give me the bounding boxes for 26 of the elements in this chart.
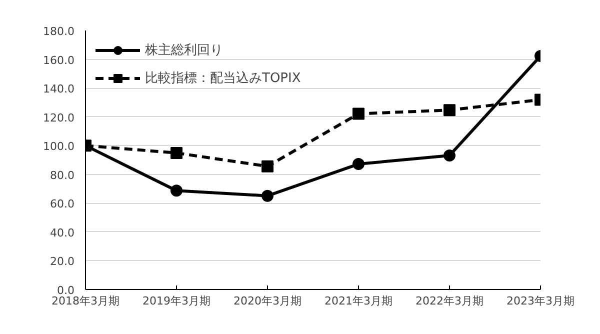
y-tick-label: 140.0	[43, 82, 75, 96]
y-tick-label: 80.0	[50, 168, 75, 182]
y-tick-label: 0.0	[57, 284, 75, 297]
point	[352, 158, 364, 170]
x-tick-label: 2018年3月期	[52, 294, 120, 308]
x-tick-label: 2023年3月期	[506, 294, 575, 308]
y-tick-label: 120.0	[43, 111, 75, 124]
y-tick-label: 180.0	[43, 25, 75, 38]
y-tick-label: 60.0	[50, 198, 75, 211]
x-tick-label: 2021年3月期	[324, 294, 393, 308]
point	[352, 108, 364, 120]
x-tick-label: 2020年3月期	[234, 294, 302, 308]
point	[262, 190, 274, 202]
y-tick-label: 100.0	[43, 140, 75, 154]
y-tick-label: 160.0	[43, 54, 75, 67]
y-tick-label: 20.0	[50, 255, 75, 268]
x-tick-label: 2022年3月期	[416, 294, 484, 308]
x-tick-label: 2019年3月期	[142, 294, 211, 308]
legend-label: 株主総利回り	[145, 42, 223, 59]
point	[444, 150, 456, 162]
point	[444, 104, 456, 116]
point	[170, 146, 182, 159]
point	[262, 160, 274, 172]
y-tick-label: 40.0	[50, 226, 75, 240]
legend-label: 比較指標：配当込みTOPIX	[145, 70, 301, 87]
point	[170, 184, 182, 197]
